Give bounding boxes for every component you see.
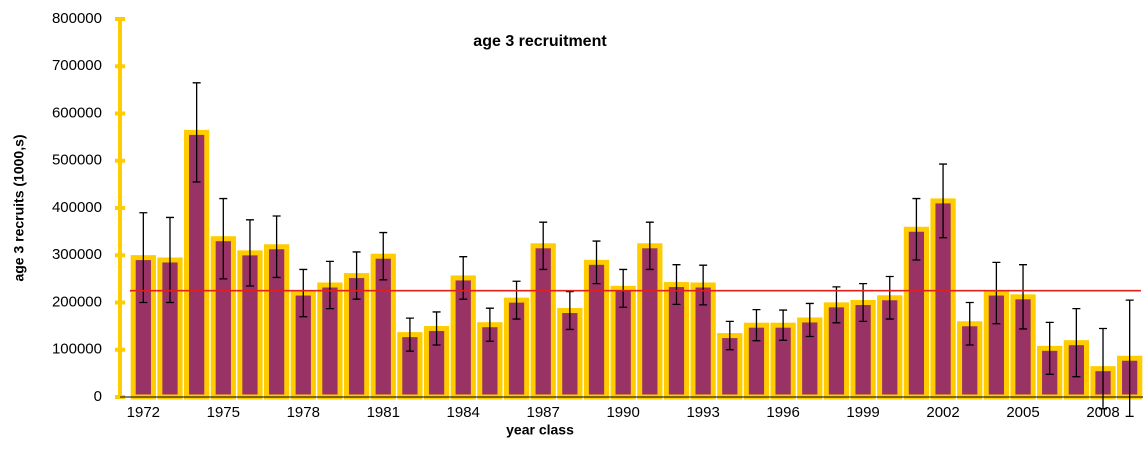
x-axis-label: year class — [506, 422, 574, 438]
x-tick-label: 2008 — [1086, 404, 1119, 421]
y-tick-label: 500000 — [52, 152, 102, 169]
error-bar — [645, 221, 654, 271]
x-tick-label: 1987 — [527, 404, 560, 421]
x-tick-label: 1981 — [367, 404, 400, 421]
error-bar — [672, 264, 681, 306]
chart-title: age 3 recruitment — [473, 33, 607, 50]
error-bar — [912, 197, 921, 261]
error-bar — [1072, 307, 1081, 378]
error-bar — [885, 275, 894, 320]
y-tick-label: 200000 — [52, 293, 102, 310]
error-bar — [165, 216, 174, 304]
error-bar — [1045, 321, 1054, 375]
y-tick-label: 0 — [94, 388, 102, 405]
x-tick-label: 1993 — [686, 404, 719, 421]
error-bar — [192, 82, 201, 183]
x-tick-label: 1975 — [207, 404, 240, 421]
error-bar — [325, 260, 334, 310]
y-tick-label: 800000 — [52, 10, 102, 27]
error-bar — [699, 264, 708, 306]
error-bar — [379, 231, 388, 281]
error-bar — [512, 280, 521, 320]
y-tick-label: 600000 — [52, 104, 102, 121]
x-tick-label: 2005 — [1006, 404, 1039, 421]
x-tick-label: 1984 — [447, 404, 480, 421]
error-bar — [139, 212, 148, 304]
y-tick-label: 700000 — [52, 57, 102, 74]
error-bar — [1099, 327, 1108, 410]
error-bar — [245, 219, 254, 287]
y-tick-label: 400000 — [52, 199, 102, 216]
error-bar — [219, 197, 228, 280]
error-bar — [432, 311, 441, 346]
error-bar — [565, 290, 574, 331]
error-bar — [459, 256, 468, 300]
error-bar — [779, 309, 788, 341]
error-bar — [405, 317, 414, 352]
error-bar — [592, 240, 601, 285]
error-bar — [299, 268, 308, 318]
error-bar — [272, 215, 281, 279]
error-bar — [725, 320, 734, 351]
error-bar — [965, 301, 974, 346]
error-bar — [485, 307, 494, 342]
error-bar — [539, 221, 548, 271]
x-tick-label: 1999 — [846, 404, 879, 421]
error-bar — [805, 302, 814, 338]
x-tick-label: 1972 — [127, 404, 160, 421]
error-bar — [992, 261, 1001, 325]
x-tick-label: 1978 — [287, 404, 320, 421]
error-bar — [752, 308, 761, 342]
x-tick-label: 2002 — [926, 404, 959, 421]
y-tick-label: 100000 — [52, 341, 102, 358]
y-tick-label: 300000 — [52, 246, 102, 263]
x-tick-label: 1990 — [606, 404, 639, 421]
error-bar — [1019, 264, 1028, 330]
error-bar — [939, 163, 948, 239]
y-axis-label: age 3 recruits (1000,s) — [11, 134, 27, 281]
error-bar — [619, 268, 628, 308]
x-tick-label: 1996 — [766, 404, 799, 421]
error-bar — [832, 286, 841, 324]
